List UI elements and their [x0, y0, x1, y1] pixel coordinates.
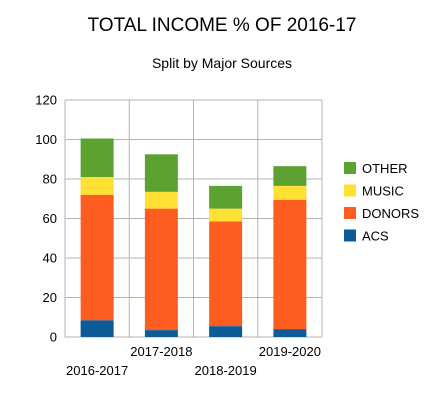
bar-segment-music [144, 191, 178, 209]
x-tick-label: 2016-2017 [66, 363, 128, 378]
bar-segment-donors [273, 199, 307, 330]
bar-segment-acs [80, 320, 114, 337]
legend: OTHER MUSIC DONORS ACS [344, 161, 419, 244]
bar-segment-acs [273, 329, 307, 337]
legend-swatch-music [344, 184, 356, 197]
x-tick-label: 2018-2019 [195, 363, 257, 378]
bar-segment-acs [209, 326, 243, 337]
y-axis: 0 20 40 60 80 100 120 [35, 93, 57, 345]
legend-label-other: OTHER [362, 161, 408, 176]
bar-segment-other [273, 166, 307, 186]
bar-segment-music [209, 208, 243, 222]
bar-segment-other [144, 154, 178, 192]
chart-subtitle: Split by Major Sources [152, 55, 292, 71]
x-tick-label: 2019-2020 [259, 344, 321, 359]
legend-swatch-other [344, 162, 356, 174]
bars [80, 138, 307, 337]
bar-segment-donors [209, 221, 243, 327]
x-tick-label: 2017-2018 [130, 344, 192, 359]
y-tick-label: 20 [43, 290, 57, 305]
bar-segment-donors [80, 194, 114, 321]
y-tick-label: 40 [43, 251, 57, 266]
bar-segment-other [80, 138, 114, 178]
bar-segment-music [80, 177, 114, 195]
legend-label-donors: DONORS [362, 206, 419, 221]
y-tick-label: 100 [35, 132, 57, 147]
y-tick-label: 60 [43, 211, 57, 226]
y-tick-label: 0 [50, 330, 57, 345]
bar-segment-acs [144, 330, 178, 337]
bar-segment-music [273, 185, 307, 200]
chart-title: TOTAL INCOME % OF 2016-17 [88, 15, 357, 36]
y-tick-label: 80 [43, 172, 57, 187]
legend-swatch-acs [344, 229, 356, 242]
bar-segment-donors [144, 208, 178, 331]
legend-swatch-donors [344, 207, 356, 219]
y-tick-label: 120 [35, 93, 57, 108]
legend-label-music: MUSIC [362, 184, 404, 199]
bar-segment-other [209, 185, 243, 209]
legend-label-acs: ACS [362, 229, 389, 244]
